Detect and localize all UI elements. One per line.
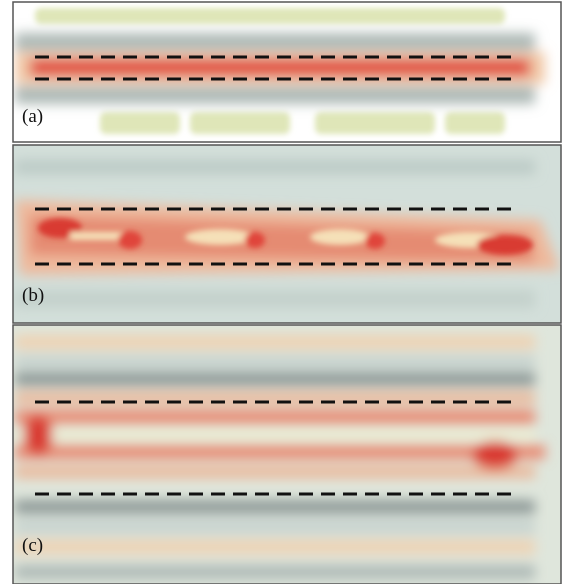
panel-c: [13, 325, 561, 584]
panel-label: (a): [22, 106, 43, 127]
panel-a: [13, 2, 561, 142]
panel-label: (c): [22, 535, 43, 556]
panel-b: [13, 145, 561, 323]
panel-label: (b): [22, 285, 44, 306]
